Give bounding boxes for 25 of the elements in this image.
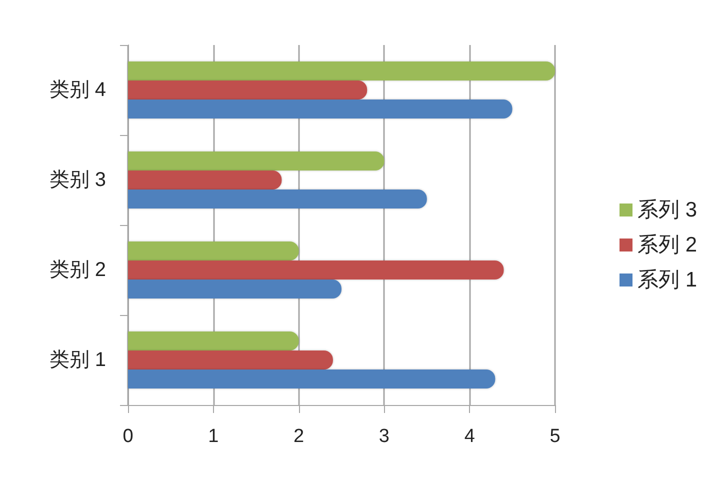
bar bbox=[128, 332, 299, 350]
bar bbox=[128, 260, 504, 280]
legend-label: 系列 1 bbox=[637, 268, 697, 292]
x-tick-label: 4 bbox=[464, 426, 476, 447]
x-tick-label: 3 bbox=[378, 426, 390, 447]
bar bbox=[128, 350, 333, 370]
x-tick-label: 0 bbox=[122, 426, 134, 447]
bar bbox=[128, 280, 342, 298]
bar bbox=[128, 80, 368, 100]
x-tick-label: 2 bbox=[294, 426, 304, 447]
bar bbox=[128, 170, 282, 190]
y-tick-label: 类别 1 bbox=[49, 349, 106, 371]
bar bbox=[128, 62, 555, 80]
legend-label: 系列 3 bbox=[637, 198, 697, 222]
y-tick-label: 类别 2 bbox=[49, 259, 106, 281]
x-tick-label: 5 bbox=[550, 426, 560, 447]
bar bbox=[128, 152, 384, 170]
bar bbox=[128, 242, 299, 260]
bar bbox=[128, 100, 512, 118]
y-tick-label: 类别 3 bbox=[49, 169, 106, 191]
y-tick-label: 类别 4 bbox=[49, 79, 106, 101]
x-tick-label: 1 bbox=[208, 426, 219, 447]
bar bbox=[128, 190, 427, 208]
bar bbox=[128, 370, 496, 388]
legend-label: 系列 2 bbox=[637, 234, 697, 256]
